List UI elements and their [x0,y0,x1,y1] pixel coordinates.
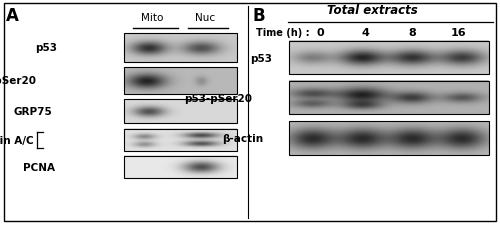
Bar [124,67,236,94]
Bar [124,129,236,152]
Text: Nuc: Nuc [195,13,215,23]
Text: p53: p53 [250,54,272,63]
Text: B: B [252,7,265,25]
Text: β-actin: β-actin [222,134,264,144]
Text: 4: 4 [361,28,369,38]
Text: Mito: Mito [142,13,164,23]
Text: p53: p53 [36,43,58,53]
Text: p53-pSer20: p53-pSer20 [184,93,252,103]
Text: p53-pSer20: p53-pSer20 [0,76,36,86]
Bar [289,82,489,115]
Bar [289,122,489,155]
Bar [124,100,236,124]
Text: A: A [6,7,19,25]
Text: 8: 8 [408,28,416,38]
Bar [124,34,236,62]
Text: Time (h) :: Time (h) : [256,28,310,38]
Text: 0: 0 [316,28,324,38]
Text: GRP75: GRP75 [14,107,52,117]
Text: PCNA: PCNA [23,162,55,172]
Text: Total extracts: Total extracts [327,4,418,17]
Text: Lamin A/C: Lamin A/C [0,135,34,145]
Bar [289,42,489,75]
Bar [124,156,236,178]
Text: 16: 16 [451,28,467,38]
